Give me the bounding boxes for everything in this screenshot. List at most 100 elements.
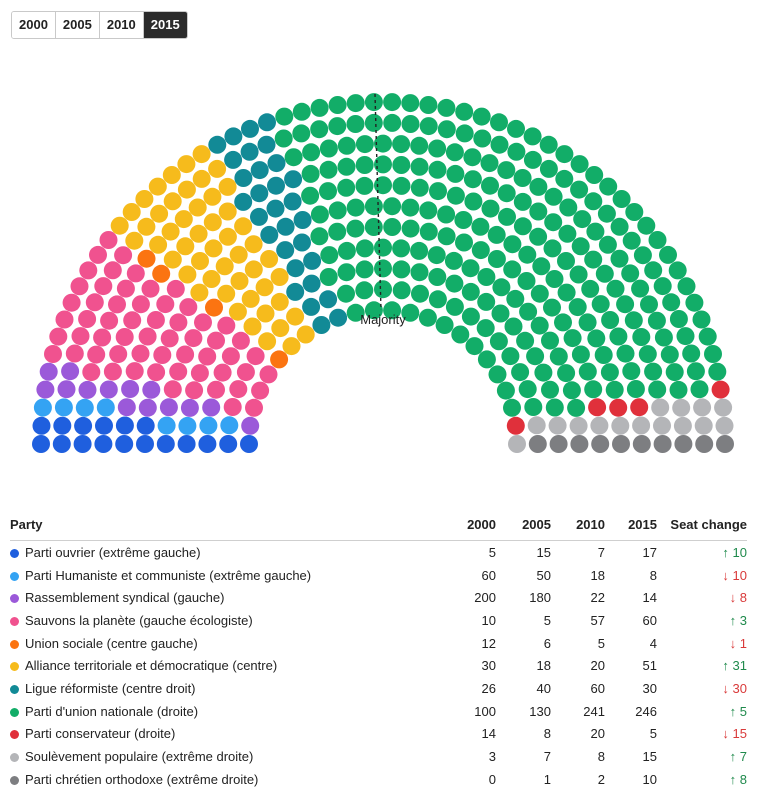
party-name: Parti chrétien orthodoxe (extrême droite… [25, 771, 259, 787]
party-color-dot [10, 753, 19, 763]
party-name: Union sociale (centre gauche) [25, 635, 198, 651]
tab-year-2010[interactable]: 2010 [99, 12, 144, 38]
seat-dot [282, 337, 301, 356]
seat-dot [250, 207, 268, 226]
seat-dot [302, 143, 321, 162]
seat-dot [539, 135, 558, 154]
header-party: Party [10, 514, 446, 541]
seat-dot [669, 310, 688, 328]
seat-dot [54, 398, 73, 417]
seat-dot [392, 176, 411, 195]
seat-dot [445, 274, 464, 293]
seat-dot [176, 237, 195, 256]
seat-dot [337, 178, 356, 197]
seat-dot [274, 129, 293, 148]
seat-dot [286, 307, 305, 326]
seat-dot [135, 190, 154, 208]
party-cell: Alliance territoriale et démocratique (c… [10, 654, 446, 677]
seat-dot [207, 380, 225, 399]
seat-dot [89, 245, 107, 264]
seat-dot [504, 317, 523, 336]
seat-dot [160, 329, 179, 348]
seat-dot [428, 290, 447, 309]
seat-dot [488, 365, 507, 384]
seat-dot [584, 192, 603, 211]
seat-dot [543, 298, 561, 317]
party-cell: Soulèvement populaire (extrême droite) [10, 745, 446, 768]
tab-year-2005[interactable]: 2005 [55, 12, 100, 38]
party-color-dot [10, 594, 19, 604]
seat-dot [163, 192, 182, 211]
seat-dot [71, 327, 90, 346]
seat-dot [114, 246, 133, 265]
seat-dot [162, 166, 181, 184]
seat-dot [518, 245, 537, 264]
seat-dot [115, 435, 134, 453]
seat-dot [555, 169, 574, 188]
seat-dot [293, 211, 312, 229]
seat-dot [319, 139, 338, 158]
seat-dot [169, 313, 188, 332]
seat-dot [410, 178, 429, 197]
seat-dot [527, 416, 546, 435]
seat-dot [346, 94, 365, 113]
seat-dot [95, 416, 113, 435]
seat-dot [383, 197, 402, 216]
seat-dot [471, 217, 490, 236]
seat-dot [559, 198, 578, 217]
seat-dot [555, 145, 574, 164]
seat-dot [205, 298, 223, 317]
seat-dot [511, 363, 530, 382]
seat-dot [557, 283, 576, 302]
seat-dot [517, 272, 536, 290]
seat-dot [270, 268, 289, 286]
seat-dot [374, 155, 392, 174]
seat-dot [676, 327, 695, 346]
seat-dot [558, 224, 577, 243]
seat-dot [571, 237, 590, 256]
seat-dot [410, 263, 429, 282]
seat-table: Party 2000 2005 2010 2015 Seat change Pa… [10, 514, 747, 791]
seat-dot [36, 380, 55, 399]
seat-dot [310, 227, 329, 246]
seat-dot [190, 283, 209, 302]
seat-dot [103, 362, 122, 381]
seat-dot [698, 327, 717, 346]
seat-dot [260, 250, 279, 268]
seat-dot [455, 102, 474, 121]
seat-dot [328, 222, 347, 241]
seat-dot [595, 264, 614, 283]
seat-dot [189, 224, 208, 243]
party-cell: Parti d'union nationale (droite) [10, 700, 446, 723]
seat-dot [609, 327, 628, 346]
seat-dot [185, 381, 204, 400]
seat-dot [374, 259, 392, 278]
seat-dot [94, 277, 113, 296]
seat-dot [428, 160, 447, 179]
seat-dot [480, 154, 499, 173]
seat-dot [244, 235, 263, 254]
seat-dot [293, 233, 311, 252]
seat-dot [355, 281, 374, 300]
seat-dot [149, 235, 168, 254]
seat-count-2005: 180 [529, 590, 551, 606]
seat-dot [463, 148, 482, 167]
seat-count-2005: 15 [536, 544, 551, 560]
seat-dot [418, 308, 437, 327]
seat-dot [310, 98, 329, 117]
seat-count-2000: 26 [481, 680, 496, 696]
seat-change: ↓ 10 [722, 567, 747, 583]
seat-change: ↑ 8 [729, 771, 747, 787]
seat-dot [328, 96, 347, 114]
seat-dot [198, 347, 217, 366]
tab-year-2015[interactable]: 2015 [143, 12, 187, 38]
seat-dot [526, 347, 545, 366]
seat-count-2015: 8 [649, 567, 657, 583]
seat-dot [115, 416, 134, 435]
seat-dot [320, 246, 339, 265]
seat-dot [296, 325, 315, 344]
seat-dot [258, 332, 277, 351]
tab-year-2000[interactable]: 2000 [12, 12, 56, 38]
seat-dot [477, 292, 496, 311]
seat-dot [355, 156, 374, 174]
